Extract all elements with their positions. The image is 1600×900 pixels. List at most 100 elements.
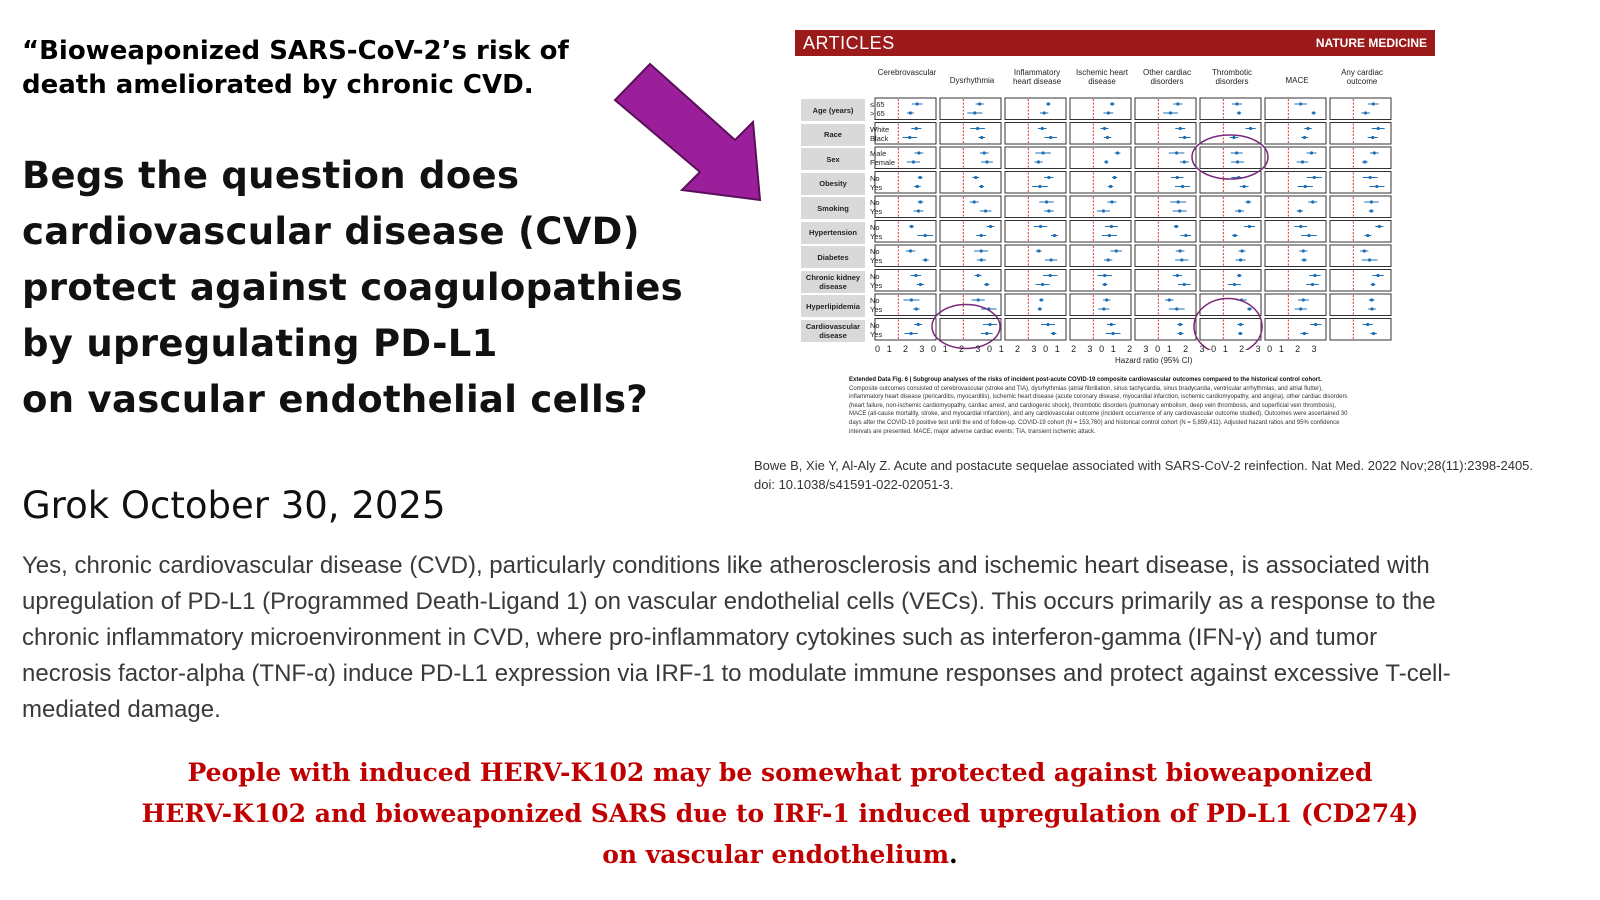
point-estimate <box>908 249 913 253</box>
point-estimate <box>908 111 913 115</box>
point-estimate <box>1178 126 1182 131</box>
point-estimate <box>1111 331 1115 336</box>
point-estimate <box>1307 233 1311 238</box>
figure-panel: ARTICLES NATURE MEDICINE Cerebrovascular… <box>795 30 1435 470</box>
plot-cell <box>1004 244 1067 267</box>
point-estimate <box>918 200 923 204</box>
point-estimate <box>972 200 976 204</box>
plot-cell <box>1069 195 1132 218</box>
row-label: Chronic kidney disease <box>801 270 865 293</box>
point-estimate <box>1112 175 1117 180</box>
point-estimate <box>1048 273 1052 278</box>
point-estimate <box>1303 184 1307 189</box>
point-estimate <box>1240 249 1244 253</box>
conclusion: People with induced HERV-K102 may be som… <box>40 752 1520 875</box>
row-sublabels: ≤ 65 > 65 <box>870 100 885 118</box>
point-estimate <box>976 298 980 302</box>
column-header: Dysrhythmia <box>949 76 995 85</box>
point-estimate <box>1109 322 1113 327</box>
point-estimate <box>1110 200 1114 204</box>
point-estimate <box>1114 249 1118 253</box>
plot-cell <box>1069 97 1132 120</box>
point-estimate <box>909 298 914 302</box>
point-estimate <box>985 160 989 164</box>
point-estimate <box>1046 322 1050 327</box>
point-estimate <box>1300 160 1305 164</box>
point-estimate <box>909 331 913 336</box>
plot-cell <box>1134 122 1197 145</box>
row-label: Diabetes <box>801 246 865 268</box>
column-header: Any cardiac outcome <box>1341 68 1383 86</box>
point-estimate <box>1103 282 1107 287</box>
point-estimate <box>1049 135 1053 140</box>
plot-cell <box>874 195 937 218</box>
row-label: Cardiovascular disease <box>801 319 865 342</box>
point-estimate <box>1106 111 1110 115</box>
point-estimate <box>1376 126 1380 131</box>
point-estimate <box>917 151 921 155</box>
point-estimate <box>1249 126 1253 131</box>
plot-cell <box>939 220 1002 243</box>
point-estimate <box>909 224 914 229</box>
point-estimate <box>1044 200 1049 204</box>
point-estimate <box>914 273 918 278</box>
point-estimate <box>1366 322 1370 327</box>
row-label: Hypertension <box>801 221 865 244</box>
point-estimate <box>988 224 993 229</box>
point-estimate <box>916 322 920 327</box>
question-line: protect against coagulopathies <box>22 266 683 309</box>
row-label: Sex <box>801 148 865 170</box>
point-estimate <box>985 282 989 287</box>
point-estimate <box>1174 224 1178 229</box>
plot-cell <box>939 97 1002 120</box>
point-estimate <box>1040 282 1045 287</box>
point-estimate <box>1110 102 1114 106</box>
point-estimate <box>915 102 919 106</box>
row-sublabels: White Black <box>870 124 890 143</box>
point-estimate <box>1108 184 1113 189</box>
plot-cell <box>874 122 937 145</box>
point-estimate <box>1298 209 1302 213</box>
point-estimate <box>1371 135 1375 140</box>
figure-header: ARTICLES NATURE MEDICINE <box>795 30 1435 56</box>
plot-cell <box>1199 195 1262 218</box>
plot-cell <box>1069 220 1132 243</box>
plot-cell <box>1199 244 1262 267</box>
point-estimate <box>1051 331 1056 336</box>
point-estimate <box>1039 298 1043 302</box>
plot-cell <box>1004 146 1067 169</box>
point-estimate <box>1302 331 1306 336</box>
point-estimate <box>1233 233 1237 238</box>
point-estimate <box>908 135 912 140</box>
arrow-icon <box>613 62 762 202</box>
plot-cell <box>939 318 1002 341</box>
figure-header-left: ARTICLES <box>803 33 895 53</box>
point-estimate <box>1242 184 1246 189</box>
figure-caption: Extended Data Fig. 6 | Subgroup analyses… <box>849 376 1349 436</box>
plot-cell <box>939 293 1002 316</box>
point-estimate <box>1301 298 1305 302</box>
point-estimate <box>1168 111 1173 115</box>
point-estimate <box>1247 307 1252 311</box>
question-text: Begs the question does cardiovascular di… <box>22 148 722 428</box>
point-estimate <box>1180 258 1184 262</box>
point-estimate <box>1312 111 1316 115</box>
point-estimate <box>918 175 922 180</box>
plot-cell <box>939 171 1002 194</box>
point-estimate <box>1175 307 1179 311</box>
plot-cell <box>1004 293 1067 316</box>
plot-cell <box>939 122 1002 145</box>
point-estimate <box>923 258 928 262</box>
question-line: on vascular endothelial cells? <box>22 378 649 421</box>
point-estimate <box>914 307 918 311</box>
conclusion-period: . <box>949 840 958 869</box>
row-label: Obesity <box>801 172 865 195</box>
plot-cell <box>1004 97 1067 120</box>
grok-answer: Yes, chronic cardiovascular disease (CVD… <box>22 552 1451 723</box>
point-estimate <box>985 331 989 336</box>
point-estimate <box>979 233 983 238</box>
plot-cell <box>1004 220 1067 243</box>
point-estimate <box>1299 102 1303 106</box>
point-estimate <box>973 111 977 115</box>
point-estimate <box>1313 273 1317 278</box>
